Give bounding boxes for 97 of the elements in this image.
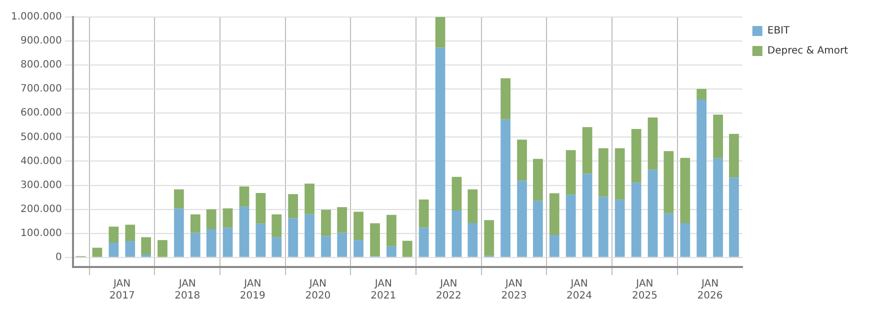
bar <box>256 192 266 224</box>
y-tick-label: 900.000 <box>20 36 62 47</box>
bar <box>288 218 298 257</box>
bar <box>190 214 200 233</box>
bar <box>304 184 314 214</box>
bar <box>713 158 723 257</box>
bar <box>108 242 119 257</box>
bar <box>337 232 348 257</box>
bar <box>598 196 608 257</box>
y-tick-label: 500.000 <box>20 132 62 143</box>
bar <box>500 119 510 257</box>
bar <box>386 214 396 246</box>
y-tick-label: 800.000 <box>20 60 62 71</box>
bar <box>304 214 314 257</box>
y-tick-label: 600.000 <box>20 108 62 119</box>
bar <box>321 236 331 257</box>
x-tick-label: JAN 2024 <box>566 278 592 302</box>
bar <box>288 194 298 218</box>
bar <box>517 180 527 257</box>
bar <box>239 206 250 257</box>
bar <box>713 114 723 158</box>
bar <box>582 127 592 174</box>
y-tick-label: 300.000 <box>20 180 62 191</box>
bar <box>729 134 739 178</box>
x-tick-label: JAN 2025 <box>632 278 658 302</box>
bar <box>402 240 412 257</box>
y-tick-label: 100.000 <box>20 228 62 239</box>
bar <box>696 88 707 100</box>
bar <box>418 228 429 257</box>
bar <box>598 148 608 197</box>
bar <box>532 200 543 257</box>
x-tick-label: JAN 2026 <box>697 278 723 302</box>
bar <box>272 214 282 238</box>
bar <box>680 158 690 224</box>
bar <box>174 208 184 257</box>
bar <box>484 220 494 256</box>
bar <box>418 199 429 228</box>
bar <box>386 246 396 257</box>
legend-label: EBIT <box>767 26 790 37</box>
bar <box>354 212 364 240</box>
bar <box>321 210 331 236</box>
bar <box>549 235 560 257</box>
bar <box>222 228 233 257</box>
x-tick-label: JAN 2019 <box>240 278 266 302</box>
bar <box>614 148 625 200</box>
x-tick-label: JAN 2021 <box>370 278 396 302</box>
bar <box>354 240 364 257</box>
bar <box>566 194 576 257</box>
bar <box>631 129 642 183</box>
bar <box>125 224 136 242</box>
y-tick-label: 0 <box>56 252 62 263</box>
bar <box>614 200 625 257</box>
y-tick-label: 400.000 <box>20 156 62 167</box>
bar <box>582 174 592 257</box>
x-tick-label: JAN 2018 <box>174 278 200 302</box>
bar <box>108 226 119 242</box>
bar <box>239 186 250 207</box>
bar <box>435 48 446 257</box>
bar <box>648 117 658 170</box>
bar <box>729 178 739 257</box>
bar <box>141 237 151 254</box>
bar <box>468 189 478 224</box>
y-tick-label: 200.000 <box>20 204 62 215</box>
bar <box>631 182 642 257</box>
bar <box>435 17 446 48</box>
bar <box>206 229 216 257</box>
y-tick-label: 1.000.000 <box>10 12 62 23</box>
bar <box>190 232 200 257</box>
bar <box>222 208 233 228</box>
bar <box>664 213 674 257</box>
bar <box>256 224 266 257</box>
bar <box>680 223 690 257</box>
bar <box>566 150 576 195</box>
bar <box>272 237 282 257</box>
bar <box>648 170 658 257</box>
bar <box>452 210 462 257</box>
bar <box>337 207 348 233</box>
bar <box>125 241 136 257</box>
x-tick-label: JAN 2023 <box>501 278 527 302</box>
bar <box>517 140 527 181</box>
y-tick-label: 700.000 <box>20 84 62 95</box>
bar <box>370 223 380 256</box>
bar <box>664 151 674 214</box>
bar <box>549 193 560 236</box>
bar <box>532 158 543 201</box>
legend-label: Deprec & Amort <box>767 46 848 57</box>
x-tick-label: JAN 2020 <box>305 278 331 302</box>
bar <box>696 99 707 257</box>
bar <box>500 78 510 120</box>
bar <box>452 176 462 211</box>
bar <box>468 223 478 257</box>
bar <box>158 240 168 257</box>
bar <box>206 209 216 230</box>
x-tick-label: JAN 2017 <box>109 278 135 302</box>
bar <box>92 248 102 257</box>
bar <box>174 189 184 209</box>
x-tick-label: JAN 2022 <box>436 278 462 302</box>
